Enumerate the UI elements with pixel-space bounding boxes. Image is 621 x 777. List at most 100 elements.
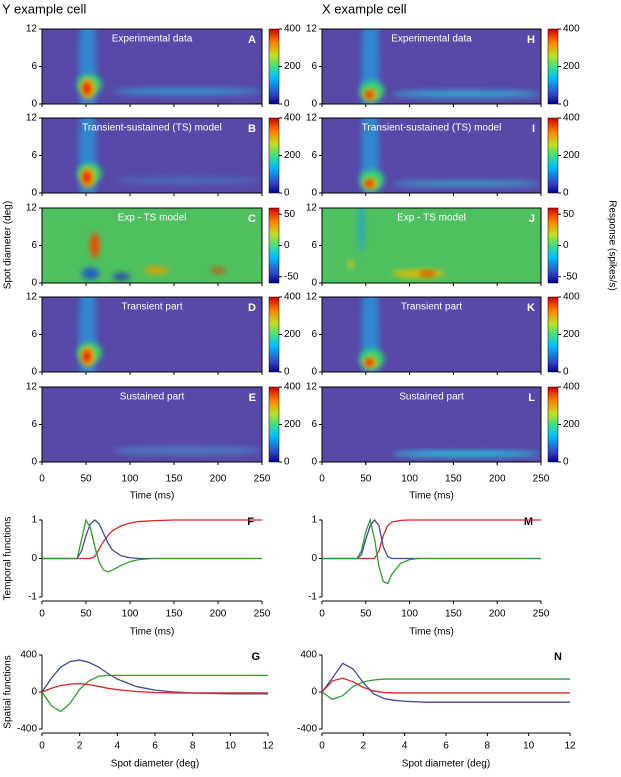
panel-letter: D [248, 302, 256, 314]
heatmap [322, 297, 541, 372]
x-tick-label: 50 [360, 474, 372, 485]
line-series [322, 518, 541, 560]
x-tick-label: 10 [523, 741, 535, 752]
heatmap [322, 118, 541, 193]
heatmap-blob [83, 82, 91, 95]
colorbar-tick-label: 400 [284, 113, 301, 124]
colorbar-label: Response (spikes/s) [606, 200, 617, 291]
y-tick-label: -1 [308, 592, 317, 603]
x-tick-label: 150 [445, 609, 462, 620]
x-tick-label: 100 [401, 474, 418, 485]
panel-letter: G [251, 651, 260, 663]
y-tick-label: 6 [311, 419, 317, 430]
line-series [42, 518, 262, 573]
column-header: Y example cell [2, 1, 86, 16]
x-tick-label: 200 [210, 474, 227, 485]
heatmap-blob [144, 266, 169, 275]
panel-letter: L [528, 392, 535, 404]
y-tick-label: 12 [306, 382, 318, 393]
colorbar-tick-label: 200 [284, 61, 301, 72]
heatmap-blob [90, 233, 100, 258]
panel-title: Experimental data [112, 34, 193, 45]
line-series [321, 662, 570, 703]
colorbar-tick-label: 0 [563, 457, 569, 468]
colorbar-tick-label: 50 [563, 209, 575, 220]
heatmap [42, 29, 262, 104]
x-axis-label: Time (ms) [130, 491, 175, 502]
line-series [321, 678, 570, 701]
panel-letter: H [527, 34, 535, 46]
colorbar-tick-label: 200 [563, 61, 580, 72]
y-tick-label: 6 [311, 329, 317, 340]
x-tick-label: 4 [402, 741, 408, 752]
colorbar [268, 386, 280, 463]
heatmap-background [322, 297, 541, 372]
panel-title: Transient-sustained (TS) model [82, 123, 222, 134]
panel-title: Experimental data [391, 34, 472, 45]
heatmap-blob [392, 269, 445, 278]
heatmap-blob [42, 208, 262, 283]
panel-letter: F [247, 516, 254, 528]
x-tick-label: 150 [166, 609, 183, 620]
colorbar-tick-label: 0 [284, 99, 290, 110]
x-tick-label: 2 [361, 741, 367, 752]
heatmap-blob [365, 91, 373, 98]
panel-letter: I [532, 123, 535, 135]
heatmap-blob [112, 87, 262, 96]
x-tick-label: 6 [152, 741, 158, 752]
colorbar [547, 207, 559, 284]
y-tick-label: 12 [306, 24, 318, 35]
panel-title: Exp - TS model [397, 213, 466, 224]
x-tick-label: 0 [39, 609, 45, 620]
y-tick-label: 400 [20, 650, 37, 661]
heatmap-blob [348, 260, 354, 268]
y-tick-label: 6 [311, 150, 317, 161]
x-axis-label: Time (ms) [130, 627, 175, 638]
y-tick-label: 0 [31, 457, 37, 468]
line-series [41, 674, 268, 713]
line-series [42, 519, 262, 560]
y-tick-label: 0 [311, 99, 317, 110]
x-tick-label: 6 [443, 741, 449, 752]
x-tick-label: 12 [262, 741, 274, 752]
x-tick-label: 50 [360, 609, 372, 620]
heatmap-blob [83, 171, 91, 184]
colorbar [268, 117, 280, 194]
line-series [41, 659, 268, 695]
colorbar-tick-label: -50 [563, 271, 578, 282]
x-tick-label: 0 [319, 474, 325, 485]
x-tick-label: 250 [533, 609, 550, 620]
panel-letter: M [524, 516, 533, 528]
y-axis-label: Spatial functions [3, 655, 14, 728]
column-header: X example cell [322, 1, 407, 16]
y-tick-label: 6 [31, 61, 37, 72]
heatmap-blob [392, 450, 541, 457]
colorbar [547, 117, 559, 194]
heatmap-blob [81, 267, 100, 280]
y-tick-label: 12 [26, 292, 38, 303]
panel-title: Transient-sustained (TS) model [362, 123, 502, 134]
x-tick-label: 0 [319, 741, 325, 752]
x-tick-label: 0 [39, 741, 45, 752]
heatmap [42, 297, 262, 372]
y-tick-label: -400 [17, 724, 37, 735]
x-tick-label: 200 [489, 609, 506, 620]
y-tick-label: 0 [311, 457, 317, 468]
heatmap-blob [392, 90, 541, 98]
y-tick-label: 400 [300, 650, 317, 661]
colorbar-tick-label: 0 [284, 240, 290, 251]
x-tick-label: 4 [115, 741, 121, 752]
heatmap-blob [210, 267, 226, 274]
colorbar-tick-label: 400 [563, 292, 580, 303]
panel-title: Transient part [401, 302, 463, 313]
x-tick-label: 100 [401, 609, 418, 620]
y-tick-label: 0 [31, 278, 37, 289]
x-tick-label: 50 [80, 474, 92, 485]
y-tick-label: 12 [26, 203, 38, 214]
panel-title: Sustained part [399, 392, 464, 403]
colorbar-tick-label: 0 [284, 367, 290, 378]
panel-letter: B [248, 123, 256, 135]
line-series [321, 677, 570, 694]
y-tick-label: 0 [311, 367, 317, 378]
heatmap [42, 118, 262, 193]
